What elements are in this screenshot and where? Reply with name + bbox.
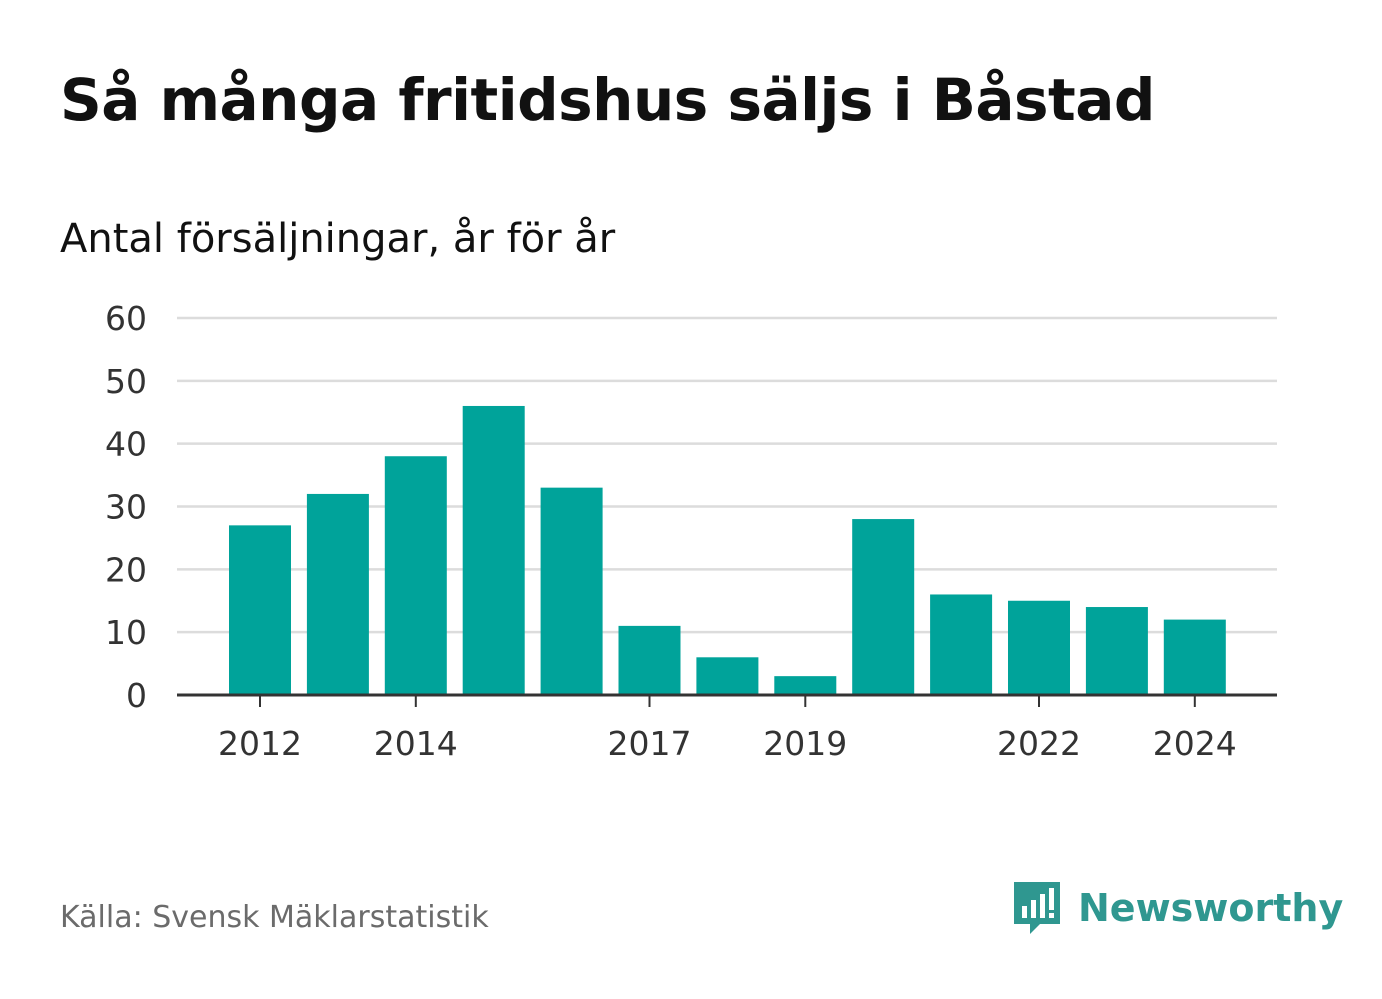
newsworthy-logo-icon bbox=[1014, 882, 1060, 934]
y-tick-label: 10 bbox=[105, 613, 147, 652]
bar-2014 bbox=[384, 456, 447, 695]
y-tick-label: 20 bbox=[105, 550, 147, 589]
y-axis-tick-labels: 0 10 20 30 40 50 60 bbox=[105, 299, 147, 715]
brand-name: Newsworthy bbox=[1078, 886, 1344, 930]
y-tick-label: 50 bbox=[105, 362, 147, 401]
bar-2022 bbox=[1008, 600, 1070, 695]
x-tick-label: 2024 bbox=[1153, 724, 1237, 763]
bar-2016 bbox=[540, 487, 603, 695]
x-tick-label: 2012 bbox=[218, 724, 302, 763]
y-tick-label: 0 bbox=[126, 676, 147, 715]
y-tick-label: 30 bbox=[105, 488, 147, 527]
x-axis bbox=[177, 693, 1277, 707]
x-tick-label: 2014 bbox=[374, 724, 458, 763]
x-axis-tick-labels: 2012 2014 2017 2019 2022 2024 bbox=[218, 724, 1237, 763]
bar-2020 bbox=[852, 519, 915, 695]
x-tick-label: 2017 bbox=[608, 724, 692, 763]
y-tick-label: 40 bbox=[105, 425, 147, 464]
bar-2019 bbox=[774, 676, 837, 695]
brand-logo: Newsworthy bbox=[1010, 878, 1343, 938]
bars bbox=[229, 405, 1226, 695]
source-note: Källa: Svensk Mäklarstatistik bbox=[60, 900, 489, 935]
x-tick-label: 2019 bbox=[763, 724, 847, 763]
chart-subtitle: Antal försäljningar, år för år bbox=[60, 216, 616, 262]
bar-2013 bbox=[306, 493, 369, 695]
bar-2018 bbox=[696, 657, 759, 695]
bar-2017 bbox=[618, 625, 681, 695]
bar-2021 bbox=[930, 594, 993, 695]
y-tick-label: 60 bbox=[105, 299, 147, 338]
x-tick-label: 2022 bbox=[997, 724, 1081, 763]
bar-2024 bbox=[1163, 619, 1226, 695]
bar-2015 bbox=[462, 405, 525, 695]
chart-title: Så många fritidshus säljs i Båstad bbox=[60, 66, 1155, 134]
bar-2012 bbox=[229, 525, 291, 695]
bar-2023 bbox=[1085, 607, 1148, 695]
